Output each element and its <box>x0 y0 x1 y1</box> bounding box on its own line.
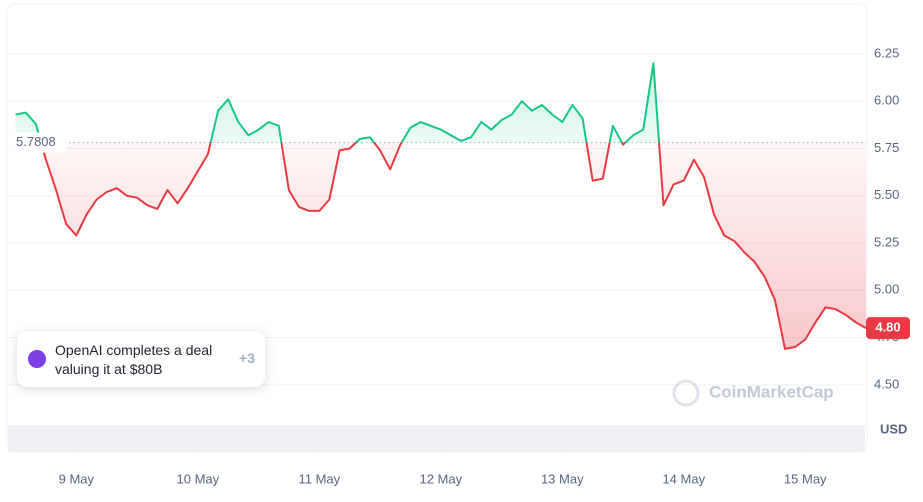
y-tick-label: 6.25 <box>874 45 899 60</box>
volume-band <box>8 425 865 452</box>
current-price-label: 4.80 <box>875 320 900 335</box>
news-icon <box>28 350 46 368</box>
price-area <box>15 63 867 349</box>
baseline-label: 5.7808 <box>16 134 56 149</box>
y-tick-label: 6.00 <box>874 93 899 108</box>
watermark: CoinMarketCap <box>709 382 834 401</box>
x-tick-label: 10 May <box>177 471 220 486</box>
x-tick-label: 11 May <box>298 471 340 486</box>
y-tick-label: 5.00 <box>874 282 899 297</box>
x-tick-label: 9 May <box>59 471 95 486</box>
x-tick-label: 13 May <box>541 471 584 486</box>
currency-label: USD <box>880 421 907 436</box>
news-card[interactable]: OpenAI completes a deal valuing it at $8… <box>17 331 265 387</box>
y-tick-label: 4.50 <box>874 376 899 391</box>
news-text: OpenAI completes a deal valuing it at $8… <box>55 342 213 377</box>
y-tick-label: 5.75 <box>874 140 899 155</box>
current-price-tag <box>866 317 910 340</box>
price-line <box>15 62 867 350</box>
watermark-logo <box>672 379 700 407</box>
news-more[interactable]: +3 <box>239 350 255 366</box>
y-tick-label: 5.25 <box>874 234 899 249</box>
baseline-label-bg <box>10 132 66 153</box>
x-tick-label: 15 May <box>784 471 827 486</box>
y-tick-label: 5.50 <box>874 187 899 202</box>
x-tick-label: 14 May <box>662 471 705 486</box>
x-tick-label: 12 May <box>419 471 462 486</box>
